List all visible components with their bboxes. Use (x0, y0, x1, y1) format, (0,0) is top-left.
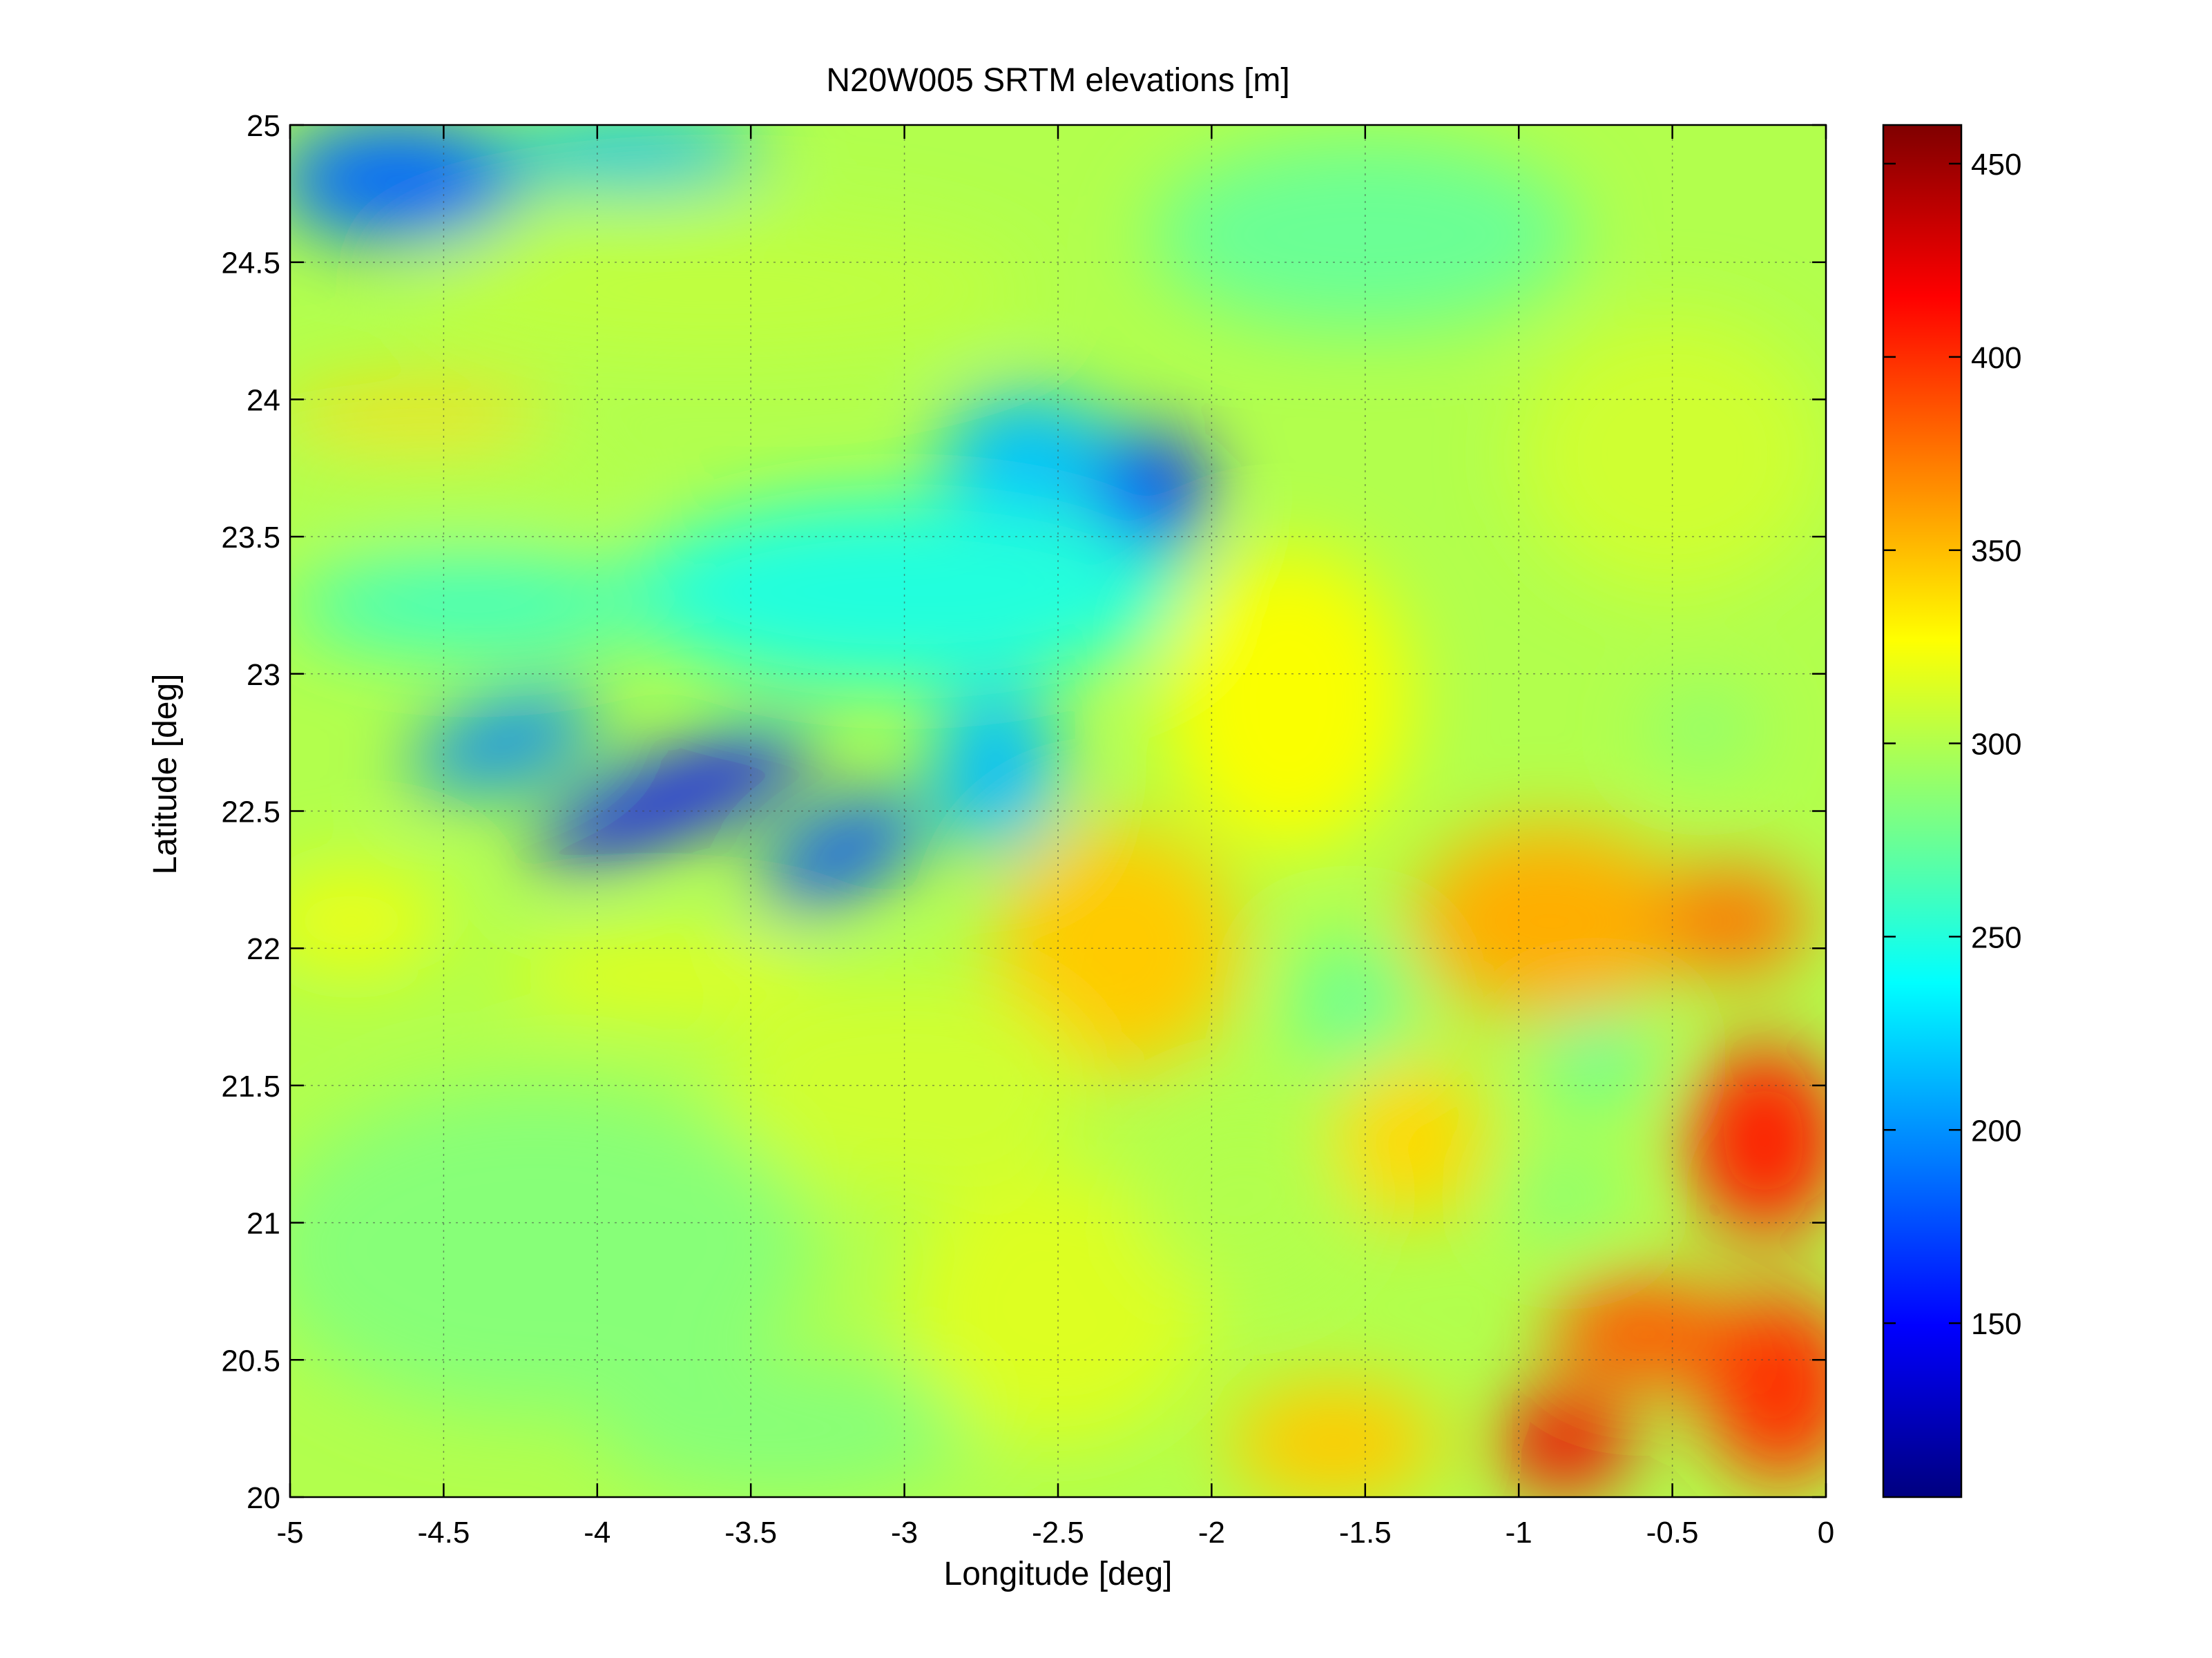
y-tick-label: 21.5 (221, 1070, 280, 1103)
y-tick-label: 24 (247, 383, 280, 417)
elevation-region-28 (290, 1085, 813, 1415)
elevation-region-25 (1509, 1154, 1620, 1237)
colorbar-tick-label: 300 (1971, 728, 2021, 762)
elevation-region-22 (1227, 1382, 1442, 1497)
x-tick-label: 0 (1818, 1516, 1834, 1550)
elevation-region-6 (490, 125, 767, 186)
y-tick-label: 25 (247, 109, 280, 143)
elevation-region-24 (1540, 1016, 1651, 1099)
elevation-region-2 (410, 695, 599, 790)
elevation-region-31 (904, 1168, 1212, 1443)
elevation-region-9 (290, 555, 659, 655)
y-axis-ticks: 20 20.5 21 21.5 22 22.5 23 23.5 24 24.5 25 (221, 109, 1826, 1515)
colorbar-tick-label: 150 (1971, 1307, 2021, 1341)
y-tick-label: 20.5 (221, 1344, 280, 1378)
x-tick-label: -2 (1198, 1516, 1225, 1550)
colorbar-tick-label: 250 (1971, 920, 2021, 954)
x-tick-label: -4 (584, 1516, 610, 1550)
elevation-region-13 (1150, 138, 1581, 331)
elevation-region-10 (290, 448, 628, 515)
y-tick-label: 22 (247, 932, 280, 966)
elevation-region-35 (1519, 317, 1826, 592)
x-tick-label: -1 (1506, 1516, 1532, 1550)
x-tick-label: -4.5 (417, 1516, 470, 1550)
y-tick-label: 23 (247, 658, 280, 692)
elevation-region-27 (1648, 695, 1759, 762)
elevation-region-19 (1703, 1291, 1826, 1484)
colorbar-gradient (1882, 124, 1963, 1498)
elevation-region-17 (1657, 865, 1811, 976)
grid-lines (290, 125, 1826, 1497)
elevation-region-12 (412, 221, 1028, 358)
elevation-region-33 (290, 866, 444, 976)
elevation-region-3 (1095, 430, 1206, 561)
y-tick-label: 22.5 (221, 796, 280, 829)
y-tick-label: 20 (247, 1481, 280, 1515)
elevation-region-26 (1288, 943, 1412, 1064)
elevation-region-1 (759, 797, 927, 907)
elevation-region-32 (1135, 1099, 1350, 1291)
elevation-region-18 (1687, 1044, 1826, 1237)
elevation-region-7 (935, 687, 1059, 853)
colorbar-tick-label: 350 (1971, 534, 2021, 568)
colorbar-tick-label: 200 (1971, 1114, 2021, 1148)
elevation-region-20 (1497, 1392, 1633, 1492)
elevation-region-0 (530, 731, 818, 864)
elevation-region-11 (290, 388, 552, 438)
elevation-region-15 (1165, 550, 1412, 853)
x-axis-label: Longitude [deg] (944, 1556, 1173, 1592)
colorbar-tick-label: 450 (1971, 148, 2021, 182)
elevation-region-5 (290, 125, 521, 240)
elevation-region-4 (941, 394, 1114, 515)
y-tick-label: 21 (247, 1207, 280, 1241)
elevation-region-21 (1549, 1278, 1734, 1388)
y-tick-label: 23.5 (221, 521, 280, 555)
x-axis-ticks: -5 -4.5 -4 -3.5 -3 -2.5 -2 -1.5 -1 -0.5 0 (276, 125, 1834, 1550)
x-tick-label: -0.5 (1646, 1516, 1699, 1550)
elevation-region-8 (628, 495, 1181, 688)
colorbar-tick-label: 400 (1971, 341, 2021, 375)
x-tick-label: -2.5 (1032, 1516, 1084, 1550)
chart-title: N20W005 SRTM elevations [m] (826, 62, 1289, 99)
x-tick-label: -1.5 (1339, 1516, 1392, 1550)
x-tick-label: -3 (891, 1516, 918, 1550)
elevation-region-29 (597, 1360, 966, 1497)
elevation-region-16 (1411, 825, 1688, 1017)
elevation-region-23 (1334, 1058, 1488, 1223)
y-tick-label: 24.5 (221, 247, 280, 280)
elevation-region-34 (505, 943, 813, 1009)
colorbar: 150 200 250 300 350 400 450 (1882, 124, 2021, 1498)
x-tick-label: -3.5 (724, 1516, 777, 1550)
y-axis-label: Latitude [deg] (147, 674, 184, 875)
x-tick-label: -5 (276, 1516, 303, 1550)
